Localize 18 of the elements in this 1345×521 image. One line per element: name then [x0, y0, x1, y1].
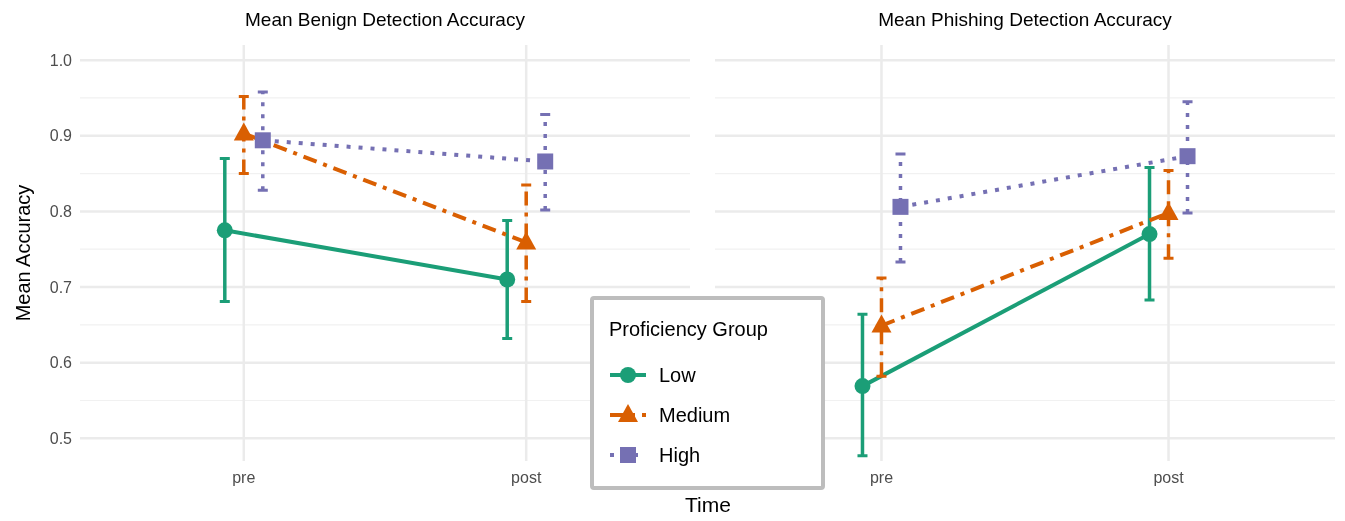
x-tick-label: pre	[232, 469, 256, 486]
x-tick-label: post	[1153, 469, 1185, 486]
chart-title: Mean Phishing Detection Accuracy	[878, 9, 1173, 30]
y-tick-label: 0.8	[49, 203, 73, 220]
y-tick-label: 0.5	[49, 429, 73, 447]
y-tick-label: 0.9	[49, 127, 73, 145]
chart-title: Mean Benign Detection Accuracy	[245, 9, 526, 30]
legend-label: Medium	[659, 404, 731, 426]
legend-label: Low	[659, 364, 697, 386]
y-axis-title: Mean Accuracy	[12, 184, 34, 322]
x-tick-label: pre	[869, 469, 894, 486]
y-tick-label: 0.6	[49, 354, 73, 372]
y-tick-label: 1.0	[49, 51, 73, 69]
legend-label: High	[659, 444, 701, 466]
legend-title: Proficiency Group	[609, 318, 768, 340]
x-axis-title: Time	[685, 493, 731, 516]
y-tick-label: 0.7	[49, 278, 73, 296]
x-tick-label: post	[511, 469, 542, 486]
